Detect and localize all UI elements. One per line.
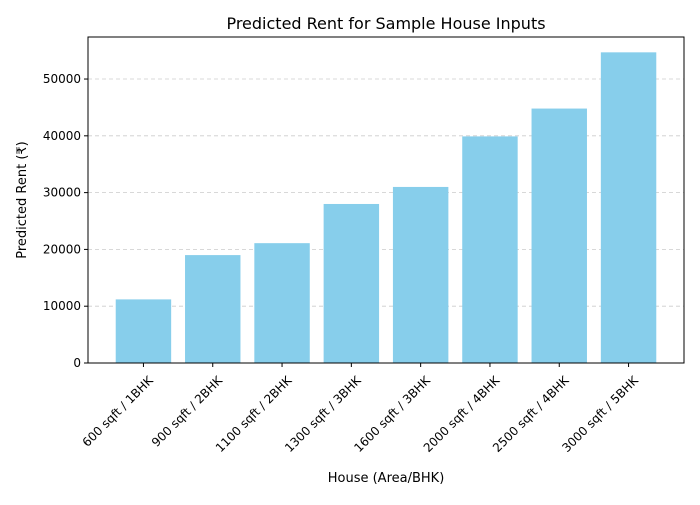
y-tick-label: 20000 — [43, 242, 81, 256]
bar — [392, 186, 449, 363]
bar — [115, 299, 172, 363]
y-tick-label: 50000 — [43, 72, 81, 86]
bar — [462, 136, 518, 363]
x-tick-label: 900 sqft / 2BHK — [149, 373, 226, 450]
y-tick-label: 10000 — [43, 299, 81, 313]
y-tick-label: 40000 — [43, 129, 81, 143]
x-tick-label: 1300 sqft / 3BHK — [282, 373, 364, 455]
x-tick-label: 1100 sqft / 2BHK — [213, 373, 295, 455]
bar — [185, 255, 241, 363]
y-axis-label: Predicted Rent (₹) — [15, 141, 30, 259]
chart-title: Predicted Rent for Sample House Inputs — [226, 14, 545, 33]
bar — [600, 52, 657, 363]
y-tick-label: 30000 — [43, 186, 81, 200]
y-tick-label: 0 — [73, 356, 81, 370]
x-tick-label: 600 sqft / 1BHK — [80, 373, 157, 450]
plot-frame — [87, 36, 685, 364]
x-tick-label: 2000 sqft / 4BHK — [421, 373, 503, 455]
x-tick-label: 1600 sqft / 3BHK — [351, 373, 433, 455]
bar — [254, 243, 310, 363]
bar — [323, 203, 380, 363]
grid-lines — [88, 78, 684, 364]
x-tick-label: 2500 sqft / 4BHK — [490, 373, 572, 455]
bars — [115, 52, 657, 363]
bar — [531, 108, 587, 363]
x-tick-label: 3000 sqft / 5BHK — [559, 373, 641, 455]
y-axis: 0 10000 20000 30000 40000 50000 — [43, 72, 88, 370]
x-axis-label: House (Area/BHK) — [328, 471, 445, 486]
